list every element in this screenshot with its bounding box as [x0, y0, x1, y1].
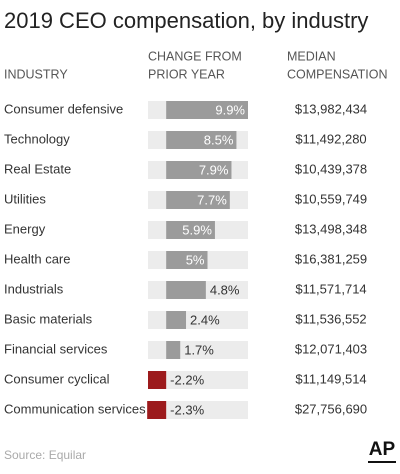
bar	[166, 311, 187, 329]
bar	[166, 131, 237, 149]
source: Source: Equilar	[4, 448, 86, 462]
category-label: Real Estate	[4, 161, 71, 176]
compensation: $13,498,348	[295, 221, 367, 236]
chart-title: 2019 CEO compensation, by industry	[4, 8, 368, 33]
category-label: Health care	[4, 251, 70, 266]
compensation-header: COMPENSATION	[287, 67, 387, 81]
value-label: 5%	[186, 252, 205, 267]
category-header: INDUSTRY	[4, 67, 68, 81]
value-label: 9.9%	[215, 102, 245, 117]
bar	[166, 341, 181, 359]
compensation: $11,536,552	[295, 311, 366, 326]
category-label: Industrials	[4, 281, 64, 296]
category-label: Financial services	[4, 341, 108, 356]
value-label: 7.9%	[199, 162, 229, 177]
bar	[147, 401, 167, 419]
compensation-header: MEDIAN	[287, 49, 336, 63]
category-label: Communication services	[4, 401, 146, 416]
value-label: 4.8%	[210, 282, 240, 297]
compensation: $16,381,259	[295, 251, 367, 266]
value-label: -2.3%	[170, 402, 204, 417]
category-label: Consumer cyclical	[4, 371, 110, 386]
value-label: 7.7%	[197, 192, 227, 207]
compensation: $11,149,514	[295, 371, 366, 386]
value-label: 8.5%	[204, 132, 234, 147]
compensation: $11,492,280	[295, 131, 366, 146]
value-label: 1.7%	[184, 342, 214, 357]
compensation: $12,071,403	[295, 341, 367, 356]
value-header: PRIOR YEAR	[148, 67, 225, 81]
bar	[166, 251, 208, 269]
category-label: Technology	[4, 131, 70, 146]
logo: AP	[369, 439, 396, 460]
bar	[166, 191, 230, 209]
value-label: 2.4%	[190, 312, 220, 327]
category-label: Consumer defensive	[4, 101, 123, 116]
bar-track	[148, 371, 248, 389]
value-header: CHANGE FROM	[148, 49, 242, 63]
bar	[166, 281, 206, 299]
compensation: $13,982,434	[295, 101, 367, 116]
category-label: Utilities	[4, 191, 46, 206]
bar	[166, 221, 215, 239]
category-label: Basic materials	[4, 311, 93, 326]
value-label: -2.2%	[170, 372, 204, 387]
bar-track	[148, 401, 248, 419]
bar	[166, 101, 248, 119]
compensation: $10,559,749	[295, 191, 367, 206]
bar	[166, 161, 232, 179]
compensation: $27,756,690	[295, 401, 367, 416]
compensation: $11,571,714	[295, 281, 366, 296]
logo-rule	[368, 461, 396, 463]
category-label: Energy	[4, 221, 46, 236]
compensation: $10,439,378	[295, 161, 367, 176]
value-label: 5.9%	[182, 222, 212, 237]
bar	[148, 371, 167, 389]
